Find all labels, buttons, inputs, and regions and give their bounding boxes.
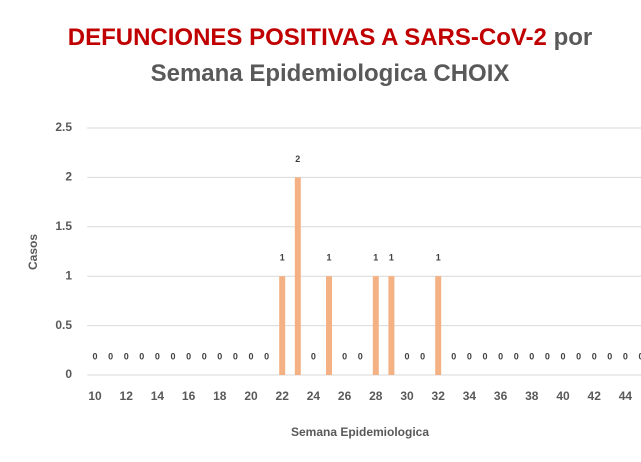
data-label: 0 [607, 351, 612, 361]
data-label: 0 [92, 351, 97, 361]
y-tick-label: 0.5 [55, 318, 72, 332]
x-tick-label: 10 [88, 389, 102, 403]
data-label: 0 [248, 351, 253, 361]
data-label: 0 [560, 351, 565, 361]
x-tick-label: 40 [556, 389, 570, 403]
y-tick-label: 2.5 [55, 120, 72, 134]
x-tick-label: 20 [244, 389, 258, 403]
data-label: 0 [108, 351, 113, 361]
data-label: 0 [404, 351, 409, 361]
data-label: 1 [389, 253, 394, 263]
data-label: 0 [529, 351, 534, 361]
data-label: 0 [592, 351, 597, 361]
data-label: 0 [623, 351, 628, 361]
y-tick-label: 0 [65, 367, 72, 381]
x-tick-label: 30 [400, 389, 414, 403]
data-label: 0 [202, 351, 207, 361]
data-label: 0 [638, 351, 641, 361]
data-label: 0 [420, 351, 425, 361]
bar [388, 276, 395, 375]
data-label: 0 [264, 351, 269, 361]
data-label: 0 [155, 351, 160, 361]
x-tick-label: 18 [213, 389, 227, 403]
x-tick-label: 24 [307, 389, 321, 403]
data-label: 0 [467, 351, 472, 361]
data-label: 1 [436, 253, 441, 263]
x-tick-label: 22 [276, 389, 290, 403]
data-label: 0 [498, 351, 503, 361]
x-tick-label: 28 [369, 389, 383, 403]
x-axis-label: Semana Epidemiologica [291, 425, 429, 439]
x-tick-label: 36 [494, 389, 508, 403]
bar [279, 276, 286, 375]
data-label: 0 [124, 351, 129, 361]
data-label: 0 [233, 351, 238, 361]
data-label: 0 [217, 351, 222, 361]
title-main: DEFUNCIONES POSITIVAS A SARS-CoV-2 [67, 24, 547, 51]
data-label: 0 [342, 351, 347, 361]
data-label: 0 [311, 351, 316, 361]
x-tick-label: 12 [120, 389, 134, 403]
x-tick-label: 34 [463, 389, 477, 403]
x-tick-label: 14 [151, 389, 165, 403]
data-label: 1 [373, 253, 378, 263]
x-tick-label: 44 [619, 389, 633, 403]
y-axis-label: Casos [26, 234, 40, 270]
y-tick-label: 1.5 [55, 219, 72, 233]
data-label: 0 [139, 351, 144, 361]
x-tick-label: 16 [182, 389, 196, 403]
data-label: 2 [295, 154, 300, 164]
data-label: 0 [482, 351, 487, 361]
title-sub: por Semana Epidemiologica CHOIX [150, 24, 593, 87]
bar [435, 276, 442, 375]
data-label: 0 [576, 351, 581, 361]
data-label: 0 [545, 351, 550, 361]
data-label: 0 [170, 351, 175, 361]
x-tick-label: 32 [432, 389, 446, 403]
y-tick-label: 1 [65, 268, 72, 282]
data-label: 1 [326, 253, 331, 263]
bar [294, 177, 301, 375]
data-label: 0 [514, 351, 519, 361]
x-tick-label: 42 [588, 389, 602, 403]
x-tick-label: 26 [338, 389, 352, 403]
data-label: 0 [186, 351, 191, 361]
x-tick-label: 38 [525, 389, 539, 403]
chart-title: DEFUNCIONES POSITIVAS A SARS-CoV-2 por S… [60, 20, 600, 92]
data-label: 0 [451, 351, 456, 361]
data-label: 1 [280, 253, 285, 263]
bar [372, 276, 379, 375]
bar [326, 276, 332, 375]
data-label: 0 [358, 351, 363, 361]
y-tick-label: 2 [65, 170, 72, 184]
